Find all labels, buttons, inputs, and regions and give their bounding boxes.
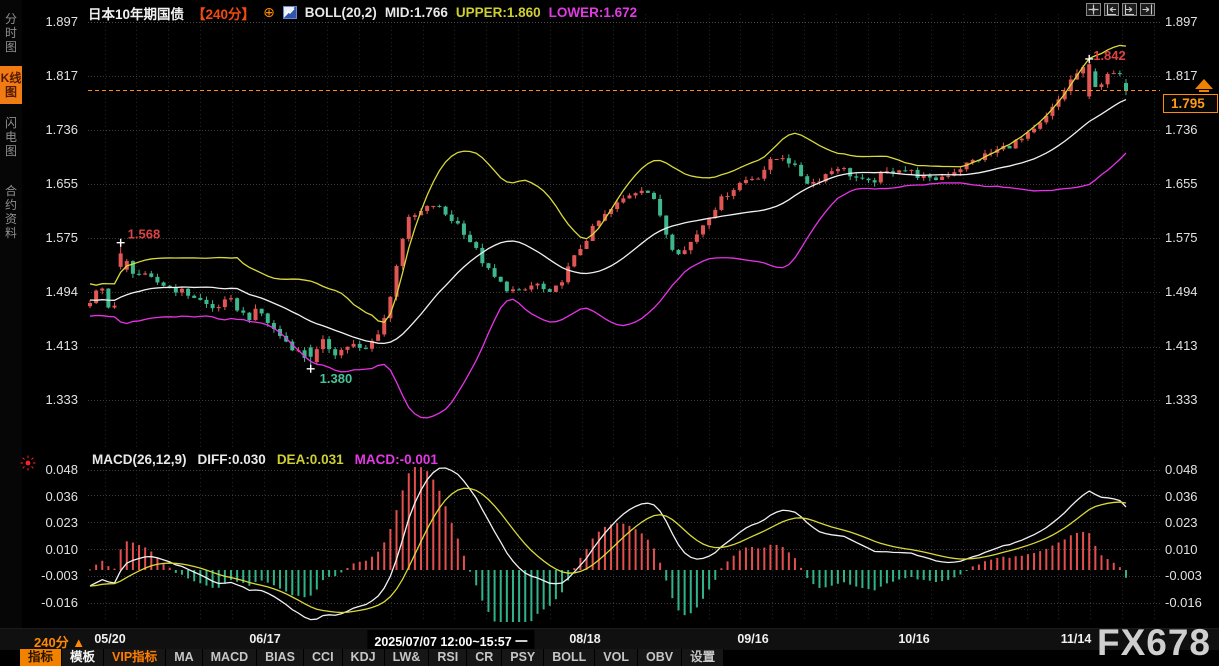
toolbar-button-indicator[interactable]: 指标 — [20, 649, 63, 666]
price-axis-label: 1.494 — [45, 284, 78, 299]
macd-axis-label: -0.016 — [41, 594, 78, 610]
macd-axis-label: 0.036 — [1165, 488, 1198, 504]
toolbar-button-cr[interactable]: CR — [467, 649, 503, 666]
macd-axis-right: 0.048 0.036 0.023 0.010 -0.003 -0.016 — [1165, 463, 1217, 610]
macd-diff-value: DIFF:0.030 — [197, 452, 266, 467]
move-tool-button[interactable] — [1086, 3, 1101, 16]
window-controls — [1086, 3, 1155, 16]
chart-header: 日本10年期国债 【240分】 ⊕ BOLL(20,2) MID:1.766 U… — [88, 4, 638, 22]
price-axis-label: 1.817 — [1165, 68, 1198, 83]
toolbar-button-bias[interactable]: BIAS — [257, 649, 305, 666]
macd-name: MACD(26,12,9) — [92, 452, 187, 467]
toolbar-button-rsi[interactable]: RSI — [429, 649, 468, 666]
time-tick-selected: 2025/07/07 12:00~15:57 一 — [367, 630, 535, 651]
compress-x-icon — [1106, 4, 1116, 15]
price-axis-right: 1.897 1.817 1.736 1.655 1.575 1.494 1.413 1.333 — [1165, 15, 1217, 407]
time-axis: 240分 ▲ 05/20 06/17 2025/07/07 12:00~15:57 … — [0, 628, 1219, 651]
expand-x-icon — [1124, 4, 1134, 15]
toolbar-button-settings[interactable]: 设置 — [682, 649, 725, 666]
macd-axis-label: 0.023 — [1165, 515, 1198, 531]
indicator-toolbar: 指标 模板 VIP指标 MA MACD BIAS CCI KDJ LW& RSI CR PSY BOLL… — [20, 649, 725, 666]
macd-header: MACD(26,12,9) DIFF:0.030 DEA:0.031 MACD:… — [92, 452, 438, 467]
chart-type-icon[interactable] — [282, 6, 297, 19]
sidebar-item-time-chart[interactable]: 分时图 — [4, 12, 17, 54]
price-axis-label: 1.736 — [1165, 122, 1198, 137]
red-burst-icon[interactable] — [20, 455, 36, 476]
macd-axis-left: 0.048 0.036 0.023 0.010 -0.003 -0.016 — [30, 463, 78, 610]
move-tool-icon — [1088, 4, 1099, 15]
macd-axis-label: -0.003 — [41, 568, 78, 584]
sidebar-item-kline-chart[interactable]: K线图 — [0, 66, 22, 104]
toolbar-button-lwr[interactable]: LW& — [384, 649, 430, 666]
toolbar-button-macd[interactable]: MACD — [202, 649, 258, 666]
macd-axis-label: 0.010 — [45, 541, 78, 557]
boll-upper-value: UPPER:1.860 — [455, 5, 541, 20]
price-axis-label: 1.575 — [1165, 230, 1198, 245]
shift-right-button[interactable] — [1140, 3, 1155, 16]
price-axis-label: 1.655 — [1165, 176, 1198, 191]
toolbar-button-vol[interactable]: VOL — [595, 649, 638, 666]
compress-x-button[interactable] — [1104, 3, 1119, 16]
time-tick: 09/16 — [737, 632, 769, 646]
toolbar-button-boll[interactable]: BOLL — [544, 649, 596, 666]
toolbar-button-ma[interactable]: MA — [166, 649, 203, 666]
price-axis-label: 1.413 — [1165, 338, 1198, 353]
sidebar-item-contract-info[interactable]: 合约资料 — [4, 184, 17, 240]
price-axis-label: 1.333 — [45, 392, 78, 407]
kline-macd-chart-canvas[interactable] — [0, 0, 1219, 628]
shift-right-icon — [1142, 4, 1153, 15]
price-axis-label: 1.333 — [1165, 392, 1198, 407]
watermark: FX678 — [1096, 622, 1211, 663]
price-axis-label: 1.655 — [45, 176, 78, 191]
add-indicator-icon[interactable]: ⊕ — [263, 4, 275, 20]
period-indicator[interactable]: 240分 ▲ — [34, 635, 86, 650]
price-axis-label: 1.413 — [45, 338, 78, 353]
time-tick: 11/14 — [1060, 632, 1092, 646]
expand-x-button[interactable] — [1122, 3, 1137, 16]
latest-marker-base — [1199, 90, 1209, 92]
time-tick: 10/16 — [898, 632, 930, 646]
sidebar-item-flash-chart[interactable]: 闪电图 — [4, 116, 17, 158]
toolbar-button-obv[interactable]: OBV — [638, 649, 683, 666]
macd-axis-label: 0.010 — [1165, 541, 1198, 557]
macd-axis-label: 0.048 — [1165, 462, 1198, 477]
time-tick: 06/17 — [249, 632, 281, 646]
toolbar-button-psy[interactable]: PSY — [502, 649, 545, 666]
price-axis-label: 1.494 — [1165, 284, 1198, 299]
last-price-tag: 1.795 — [1163, 94, 1218, 113]
macd-axis-label: 0.023 — [45, 515, 78, 531]
time-tick: 05/20 — [94, 632, 126, 646]
time-tick: 08/18 — [569, 632, 601, 646]
boll-mid-value: MID:1.766 — [384, 5, 448, 20]
price-axis-label: 1.575 — [45, 230, 78, 245]
latest-marker-icon[interactable] — [1195, 79, 1213, 89]
macd-hist-value: MACD:-0.001 — [354, 452, 438, 467]
price-axis-label: 1.736 — [45, 122, 78, 137]
toolbar-button-template[interactable]: 模板 — [62, 649, 105, 666]
toolbar-button-vip[interactable]: VIP指标 — [104, 649, 167, 666]
macd-axis-label: 0.036 — [45, 488, 78, 504]
price-axis-left: 1.897 1.817 1.736 1.655 1.575 1.494 1.413 1.333 — [30, 15, 78, 407]
sidebar: 分时图 K线图闪电图合约资料 — [0, 0, 22, 628]
price-axis-label: 1.897 — [1165, 14, 1198, 29]
price-axis-label: 1.897 — [45, 14, 78, 29]
macd-axis-label: -0.016 — [1165, 594, 1202, 610]
toolbar-button-cci[interactable]: CCI — [304, 649, 343, 666]
macd-axis-label: 0.048 — [45, 462, 78, 477]
boll-lower-value: LOWER:1.672 — [548, 5, 638, 20]
symbol-title: 日本10年期国债 — [88, 6, 185, 22]
macd-axis-label: -0.003 — [1165, 568, 1202, 584]
macd-dea-value: DEA:0.031 — [276, 452, 344, 467]
toolbar-button-kdj[interactable]: KDJ — [342, 649, 385, 666]
period-tag: 【240分】 — [192, 6, 256, 22]
boll-label: BOLL(20,2) — [304, 5, 377, 20]
price-axis-label: 1.817 — [45, 68, 78, 83]
